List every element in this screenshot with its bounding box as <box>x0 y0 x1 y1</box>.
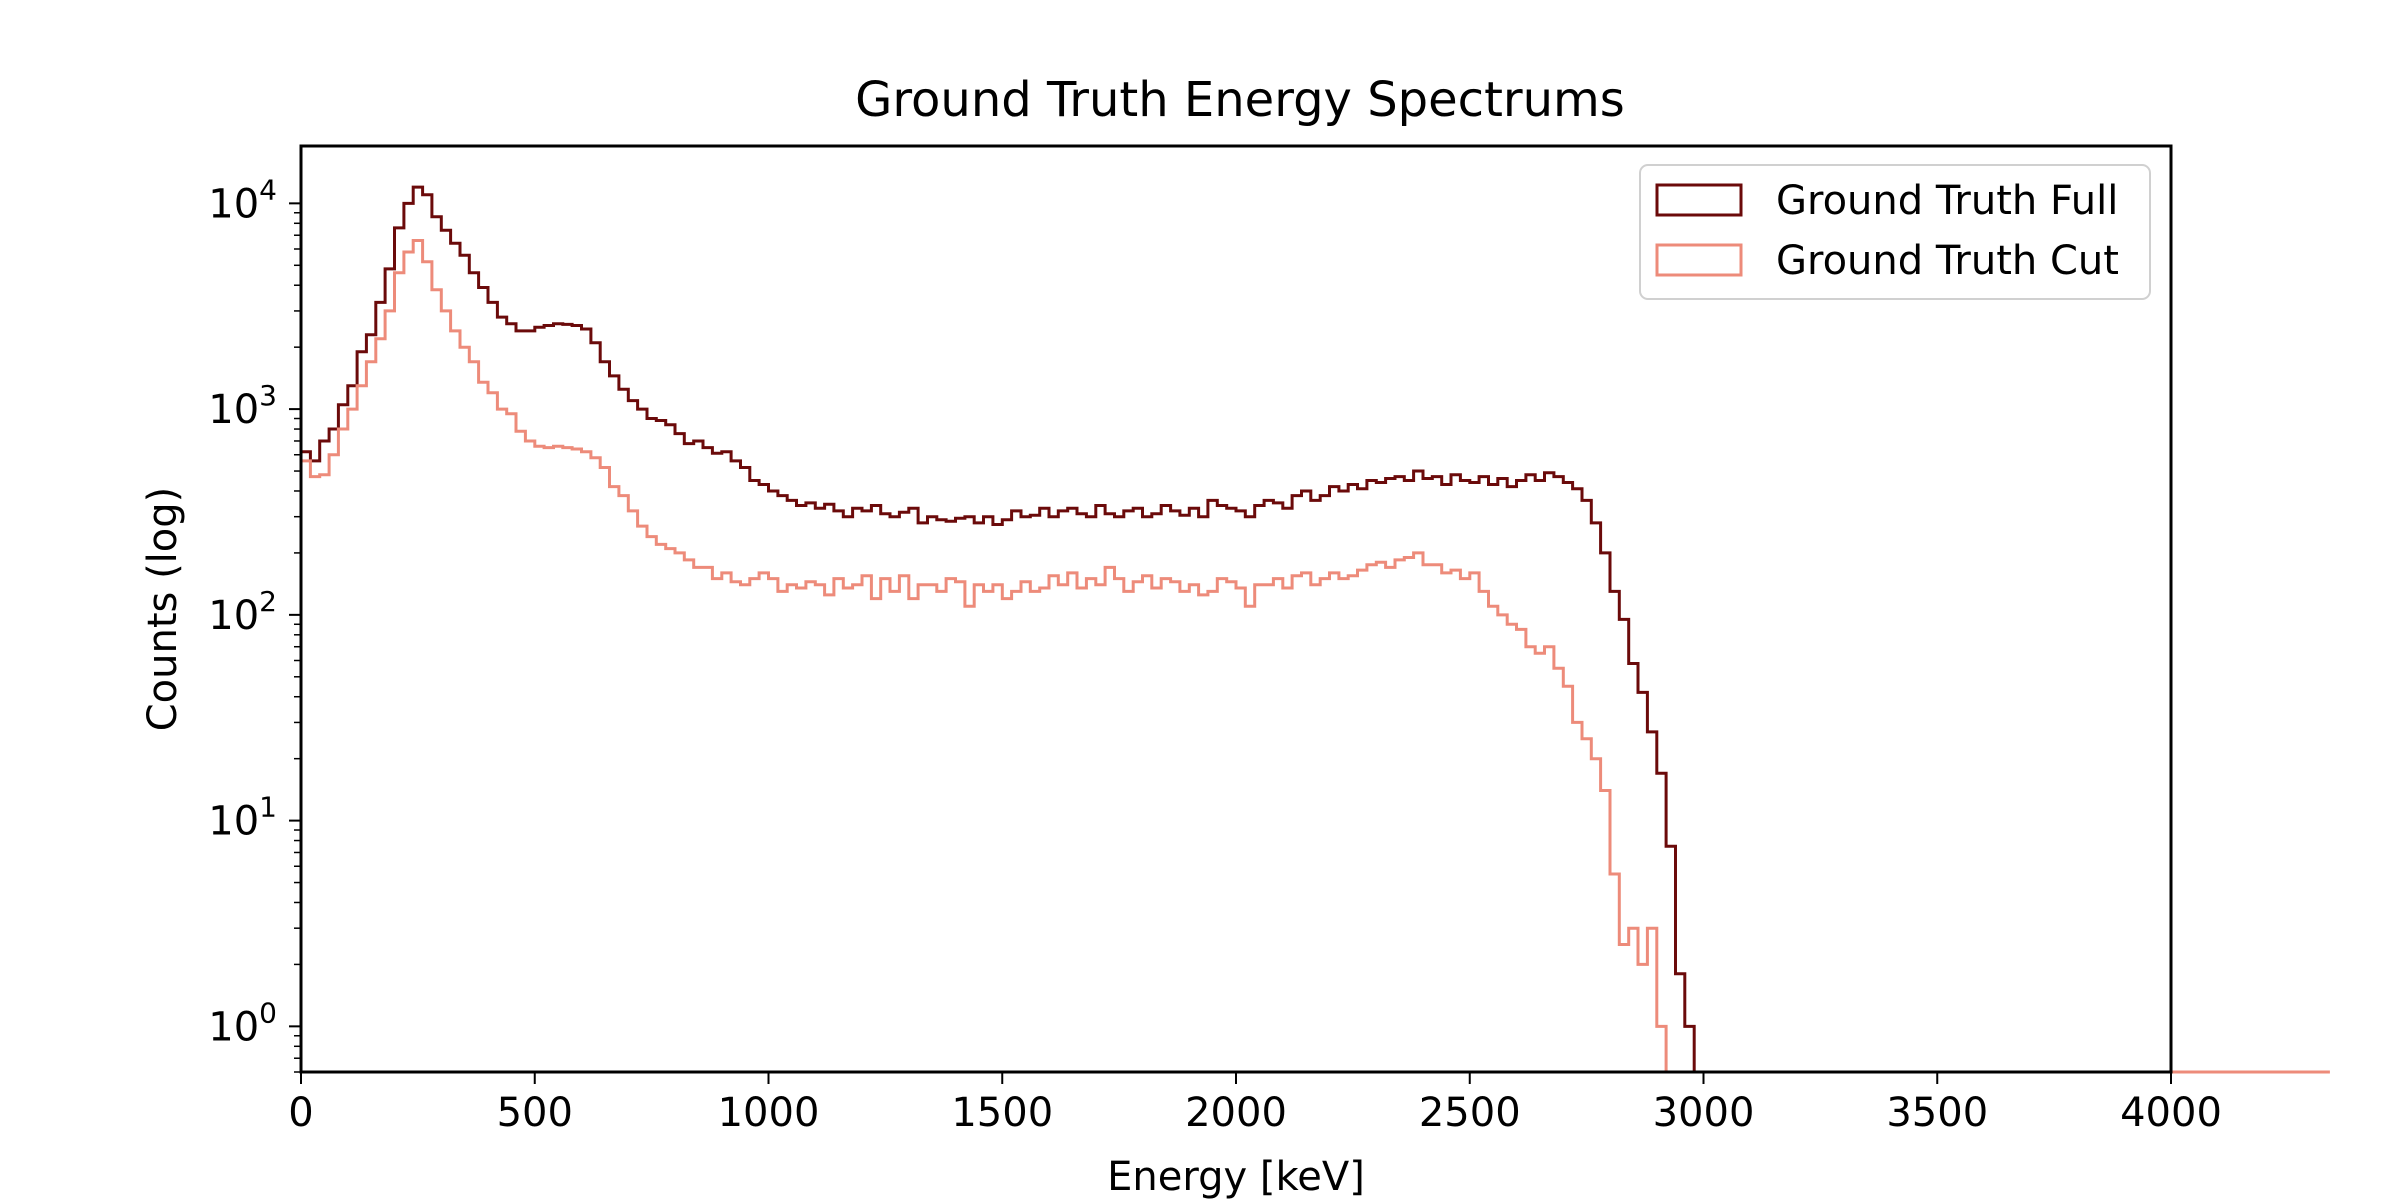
x-axis-ticks: 0 500 1000 1500 2000 2500 3000 3500 4000 <box>288 1072 2222 1136</box>
x-axis-label: Energy [keV] <box>1107 1154 1365 1200</box>
y-tick-label: 103 <box>208 379 277 433</box>
x-tick-label: 3500 <box>1886 1090 1988 1136</box>
y-axis-ticks: 100 101 102 103 104 <box>208 173 301 1073</box>
x-tick-label: 500 <box>497 1090 573 1136</box>
x-tick-label: 0 <box>288 1090 313 1136</box>
plot-frame <box>299 144 2173 1074</box>
legend-label-cut: Ground Truth Cut <box>1776 238 2119 284</box>
x-tick-label: 3000 <box>1653 1090 1755 1136</box>
x-tick-label: 2000 <box>1185 1090 1287 1136</box>
y-axis-label: Counts (log) <box>140 487 186 732</box>
x-tick-label: 2500 <box>1419 1090 1521 1136</box>
y-tick-label: 102 <box>208 585 277 639</box>
legend-frame <box>1639 164 2151 300</box>
legend-label-full: Ground Truth Full <box>1776 178 2118 224</box>
x-tick-label: 1000 <box>718 1090 820 1136</box>
chart-title: Ground Truth Energy Spectrums <box>855 72 1625 128</box>
x-tick-label: 4000 <box>2120 1090 2222 1136</box>
legend: Ground Truth Full Ground Truth Cut <box>1639 164 2151 300</box>
y-tick-label: 100 <box>208 996 277 1050</box>
legend-swatch-cut <box>1655 243 1743 277</box>
x-tick-label: 1500 <box>951 1090 1053 1136</box>
y-tick-label: 101 <box>208 791 277 845</box>
y-tick-label: 104 <box>208 173 277 227</box>
legend-swatch-full <box>1655 183 1743 217</box>
